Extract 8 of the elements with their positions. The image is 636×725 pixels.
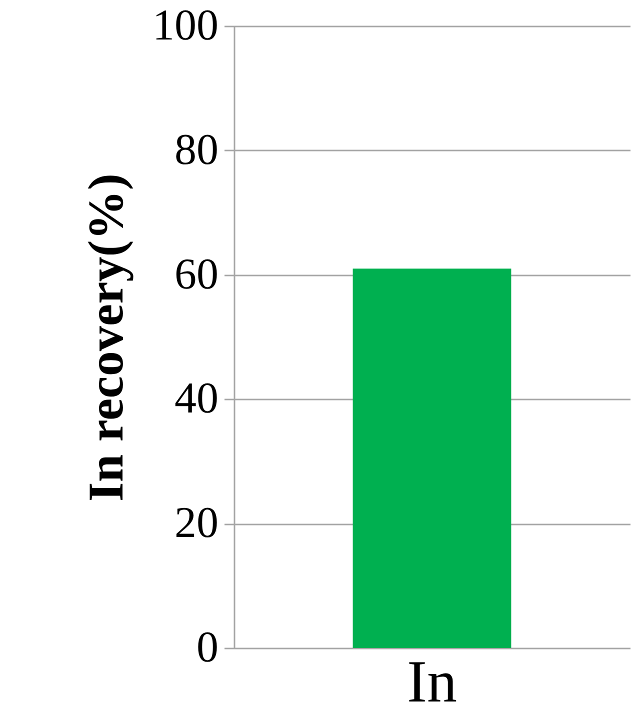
y-tick-label: 100 [152, 0, 218, 50]
y-tick-label: 60 [174, 249, 218, 298]
y-tick-label: 80 [174, 124, 218, 174]
x-tick-label: In [407, 648, 457, 714]
y-axis-title: In recovery(%) [78, 173, 134, 502]
y-tick-label: 20 [174, 498, 218, 548]
y-tick-label: 0 [196, 622, 218, 672]
y-tick-label: 40 [174, 374, 218, 423]
